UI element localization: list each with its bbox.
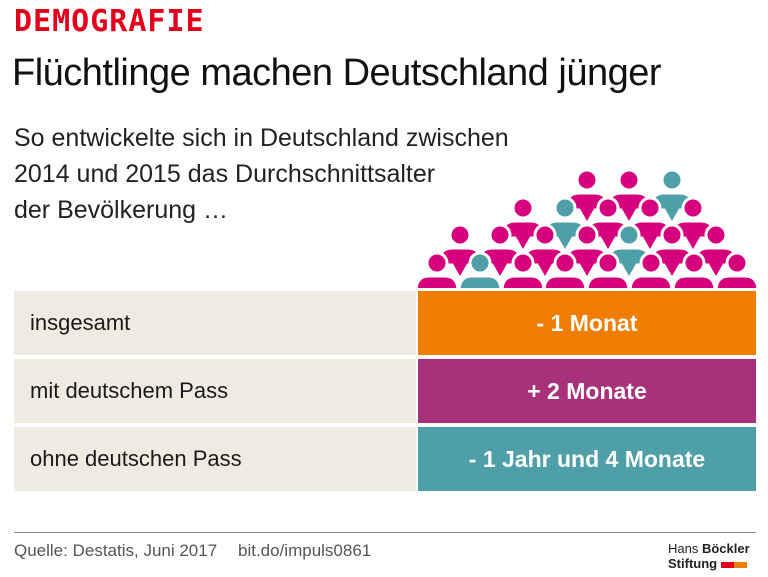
divider xyxy=(14,532,756,533)
table-row: ohne deutschen Pass - 1 Jahr und 4 Monat… xyxy=(14,427,756,491)
logo-bar-orange xyxy=(733,561,747,568)
row-value: - 1 Jahr und 4 Monate xyxy=(418,427,756,491)
person-icon xyxy=(522,223,568,283)
person-icon xyxy=(606,168,652,228)
row-label: insgesamt xyxy=(14,291,416,355)
person-icon xyxy=(628,251,674,290)
subtitle-line: So entwickelte sich in Deutschland zwisc… xyxy=(14,124,509,152)
person-icon xyxy=(627,196,673,256)
page-title: Flüchtlinge machen Deutschland jünger xyxy=(12,52,662,94)
logo-text: Hans xyxy=(668,541,702,556)
table-row: mit deutschem Pass + 2 Monate xyxy=(14,359,756,423)
person-icon xyxy=(671,251,717,290)
logo-text: Böckler xyxy=(701,541,750,556)
row-label: ohne deutschen Pass xyxy=(14,427,416,491)
person-icon xyxy=(542,251,588,290)
person-icon xyxy=(477,223,523,283)
person-icon xyxy=(500,196,546,256)
source: Quelle: Destatis, Juni 2017 xyxy=(14,541,218,560)
person-icon xyxy=(500,251,546,290)
row-value: + 2 Monate xyxy=(418,359,756,423)
person-icon xyxy=(585,251,631,290)
person-icon xyxy=(457,251,503,290)
person-icon xyxy=(714,251,760,290)
row-value: - 1 Monat xyxy=(418,291,756,355)
subtitle: So entwickelte sich in Deutschland zwisc… xyxy=(14,120,509,228)
source-link[interactable]: bit.do/impuls0861 xyxy=(238,541,372,560)
logo-text: Stiftung xyxy=(668,556,718,571)
row-label: mit deutschem Pass xyxy=(14,359,416,423)
subtitle-line: 2014 und 2015 das Durchschnittsalter xyxy=(14,160,436,188)
logo: Hans Böckler Stiftung xyxy=(668,541,750,571)
logo-bar-red xyxy=(720,561,734,568)
crowd-illustration xyxy=(410,168,760,290)
person-icon xyxy=(414,251,460,290)
kicker: DEMOGRAFIE xyxy=(14,4,205,39)
subtitle-line: der Bevölkerung … xyxy=(14,196,229,224)
table-row: insgesamt - 1 Monat xyxy=(14,291,756,355)
